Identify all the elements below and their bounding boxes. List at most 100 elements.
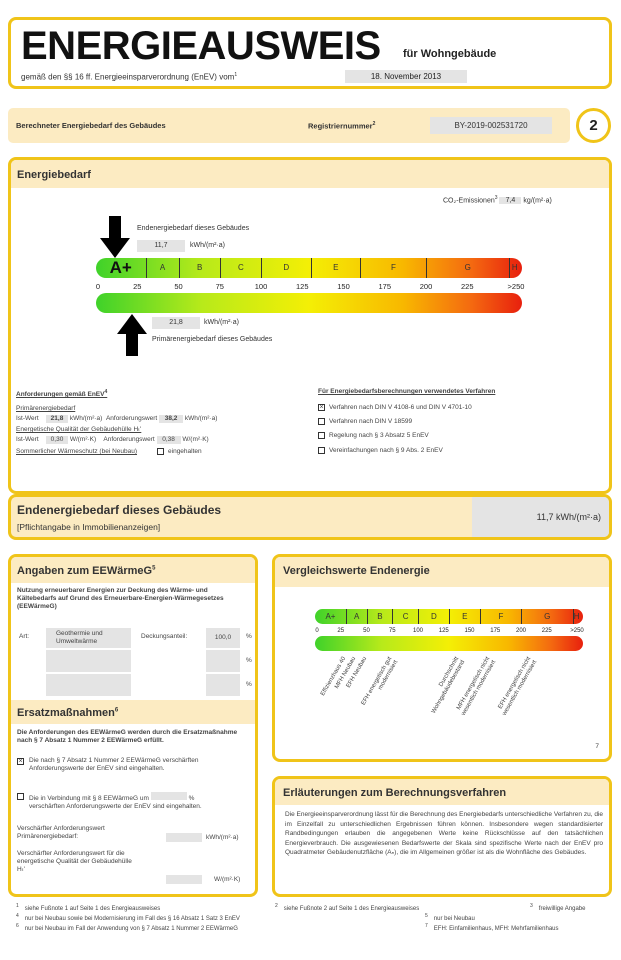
gradient-bar [315, 636, 583, 651]
procedure-option: Verfahren nach DIN V 18599 [318, 418, 598, 426]
ersatz-primary-field [166, 833, 202, 842]
vergleich-footnote-mark: 7 [595, 743, 599, 750]
title-box: ENERGIEAUSWEIS für Wohngebäude gemäß den… [8, 17, 612, 89]
art-label: Art: [19, 633, 30, 640]
requirements-title: Anforderungen gemäß EnEV4 [16, 389, 108, 399]
strip-label: Berechneter Energiebedarf des Gebäudes [16, 121, 166, 130]
primary-requirement-title: Primärenergiebedarf [16, 405, 76, 413]
erlaeuterung-header: Erläuterungen zum Berechnungsverfahren [275, 779, 609, 805]
envelope-requirement-title: Energetische Qualität der Gebäudehülle H… [16, 426, 142, 434]
erlaeuterungen-section: Erläuterungen zum Berechnungsverfahren D… [272, 776, 612, 897]
ersatz-option-2: Die in Verbindung mit § 8 EEWärmeG um % v… [17, 792, 242, 811]
footnote-text: nur bei Neubau [433, 916, 475, 922]
endenergie-summary: Endenergiebedarf dieses Gebäudes [Pflich… [8, 494, 612, 540]
end-energy-value: 11,7 [137, 240, 185, 252]
class-segment-C: C [392, 609, 418, 624]
footnote-text: freiwillige Angabe [538, 906, 586, 912]
deckung-label: Deckungsanteil: [141, 633, 188, 640]
footnote-text: siehe Fußnote 2 auf Seite 1 des Energiea… [283, 906, 420, 912]
class-segment-H: H [572, 609, 580, 624]
procedure-checkbox[interactable] [318, 432, 325, 440]
tick-label: 200 [515, 628, 527, 634]
registration-label: Registriernummer2 [308, 121, 376, 131]
end-energy-label: Endenergiebedarf dieses Gebäudes [137, 225, 250, 232]
tick-label: 150 [337, 282, 350, 291]
ersatz-option-1: × Die nach § 7 Absatz 1 Nummer 2 EEWärmeG… [17, 757, 199, 772]
deckung-empty-1 [206, 650, 240, 672]
tick-label: 25 [337, 628, 345, 634]
vergleich-header: Vergleichswerte Endenergie [275, 557, 609, 587]
procedure-checkbox[interactable]: × [318, 404, 325, 411]
endenergie-note: [Pflichtangabe in Immobilienanzeigen] [17, 522, 161, 532]
section-header: Energiebedarf [11, 160, 609, 188]
primary-requirement-row: Ist-Wert 21,8 kWh/(m²·a) Anforderungswert… [16, 415, 218, 424]
footnote: 1 siehe Fußnote 1 auf Seite 1 des Energie… [16, 902, 160, 913]
class-segment-C: C [219, 258, 261, 278]
tick-label: 50 [363, 628, 370, 634]
vergleichswerte-section: Vergleichswerte Endenergie 7 [272, 554, 612, 762]
tick-label: 25 [133, 282, 142, 291]
deckung-empty-2 [206, 674, 240, 696]
class-segment-B: B [366, 609, 393, 624]
footnote: 2 siehe Fußnote 2 auf Seite 1 des Energie… [275, 902, 419, 913]
footnote: 4 nur bei Neubau sowie bei Modernisierung… [16, 912, 240, 923]
class-segment-A: A [345, 609, 367, 624]
co2-emissions: CO₂-Emissionen3 7,4 kg/(m²·a) [443, 195, 552, 205]
tick-label: 75 [388, 628, 396, 634]
tick-label: 175 [378, 282, 392, 291]
procedure-checkbox[interactable] [318, 446, 325, 454]
class-segment-F: F [479, 609, 521, 624]
primary-energy-unit: kWh/(m²·a) [204, 319, 239, 326]
class-bar: A+ A B C D E F G H [96, 258, 522, 278]
pct-3: % [246, 681, 252, 688]
ersatz-option-1-checkbox[interactable]: × [17, 758, 24, 765]
footnote-number: 3 [530, 903, 533, 909]
tick-label: 150 [464, 628, 475, 634]
procedures-title: Für Energiebedarfsberechnungen verwendet… [318, 388, 496, 395]
envelope-requirement-row: Ist-Wert 0,30 W/(m²·K) Anforderungswert 0… [16, 436, 209, 445]
art-empty-2 [46, 674, 131, 696]
gradient-bar [96, 293, 522, 313]
pct-1: % [246, 633, 252, 640]
summer-protection-row: Sommerlicher Wärmeschutz (bei Neubau) ein… [16, 448, 202, 456]
class-segment-G: G [521, 609, 573, 624]
tick-label: 125 [295, 282, 309, 291]
procedure-label: Verfahren nach DIN V 18599 [329, 418, 413, 426]
procedure-checkbox[interactable] [318, 418, 325, 426]
requirements: Anforderungen gemäß EnEV4 Primärenergieb… [16, 388, 306, 456]
tick-label: 175 [490, 628, 501, 634]
footnote: 6 nur bei Neubau im Fall der Anwendung vo… [16, 922, 238, 933]
ersatz-primary-label: Verschärfter Anforderungswert Primärener… [17, 825, 105, 840]
pct-2: % [246, 657, 252, 664]
tick-label: 225 [541, 628, 552, 634]
class-segment-G: G [426, 258, 509, 278]
ersatz-envelope-field [166, 875, 202, 884]
footnote: 3 freiwillige Angabe [530, 902, 585, 913]
class-segment-D: D [261, 258, 311, 278]
footnote: 5 nur bei Neubau [425, 912, 475, 923]
page-number: 2 [576, 108, 611, 143]
erlaeuterung-text: Die Energieeinsparverordnung lässt für d… [285, 811, 603, 856]
eewaermeg-intro: Nutzung erneuerbarer Energien zur Deckun… [17, 587, 224, 610]
class-segment-A+: A+ [325, 612, 336, 621]
regulation-line: gemäß den §§ 16 ff. Energieeinsparverord… [21, 72, 238, 82]
footnote-number: 2 [275, 903, 278, 909]
tick-label: >250 [507, 282, 525, 291]
eewaermeg-section: Angaben zum EEWärmeG5 Nutzung erneuerbar… [8, 554, 258, 897]
tick-label: 0 [315, 628, 319, 634]
page-title: ENERGIEAUSWEIS [21, 24, 381, 68]
footnote-text: nur bei Neubau sowie bei Modernisierung … [24, 916, 240, 922]
primary-energy-arrow-icon [116, 314, 147, 356]
tick-label: >250 [570, 628, 584, 634]
endenergie-title: Endenergiebedarf dieses Gebäudes [17, 503, 222, 517]
registration-number: BY-2019-002531720 [430, 117, 552, 134]
class-segment-A: A [145, 258, 179, 278]
ersatz-option-2-checkbox[interactable] [17, 793, 24, 800]
ersatz-envelope-unit: W/(m²·K) [214, 876, 241, 883]
class-segment-H: H [508, 258, 521, 278]
procedure-option: Vereinfachungen nach § 9 Abs. 2 EnEV [318, 446, 598, 455]
deckung-value: 100,0 [206, 628, 240, 648]
procedure-label: Verfahren nach DIN V 4108-6 und DIN V 47… [329, 404, 472, 412]
summer-checkbox[interactable] [157, 448, 165, 456]
tick-label: 0 [95, 282, 101, 291]
